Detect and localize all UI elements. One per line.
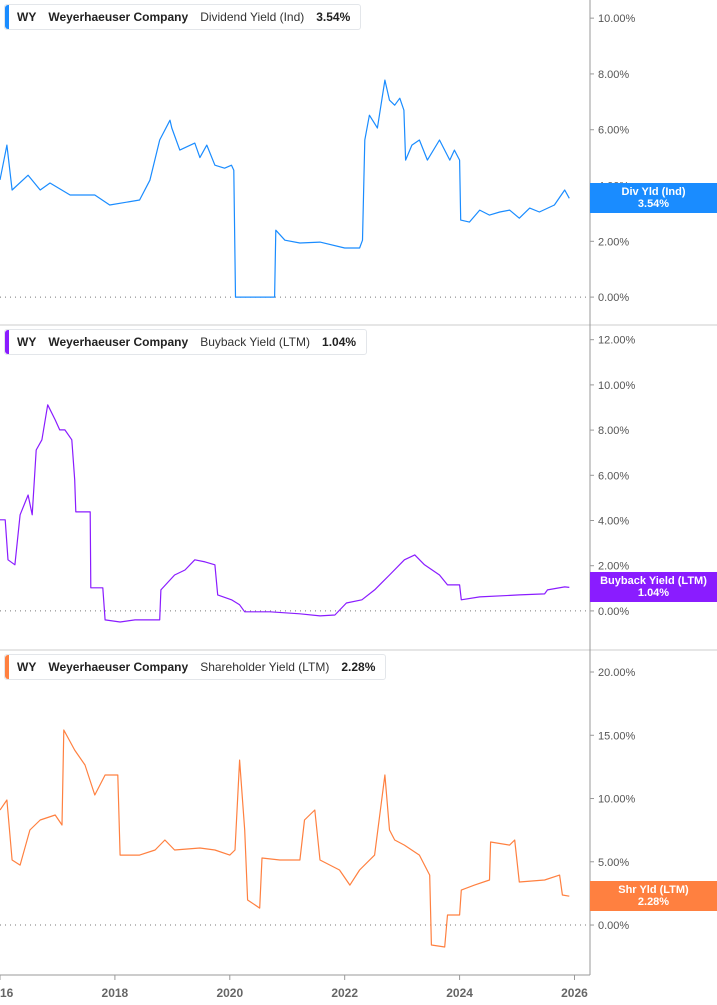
x-tick-label: 2018 <box>102 986 129 1000</box>
y-tick-label: 6.00% <box>598 470 629 482</box>
legend-color-bar <box>5 655 9 679</box>
legend-metric: Buyback Yield (LTM) <box>200 335 311 349</box>
badge-label: Buyback Yield (LTM) <box>600 575 707 588</box>
y-tick-label: 10.00% <box>598 794 636 806</box>
y-tick-label: 6.00% <box>598 125 629 137</box>
y-tick-label: 0.00% <box>598 606 629 618</box>
y-tick-label: 20.00% <box>598 667 636 679</box>
y-tick-label: 12.00% <box>598 335 636 347</box>
legend-ticker: WY <box>17 335 37 349</box>
shareholder-yield-legend[interactable]: WY Weyerhaeuser Company Shareholder Yield … <box>4 654 387 680</box>
legend-metric: Dividend Yield (Ind) <box>200 10 305 24</box>
badge-label: Div Yld (Ind) <box>621 186 686 199</box>
legend-company: Weyerhaeuser Company <box>48 10 189 24</box>
legend-color-bar <box>5 5 9 29</box>
shareholder-yield-value-badge: Shr Yld (LTM) 2.28% <box>590 881 717 912</box>
y-tick-label: 0.00% <box>598 292 629 304</box>
y-tick-label: 4.00% <box>598 515 629 527</box>
x-tick-label: 2022 <box>331 986 358 1000</box>
badge-label: Shr Yld (LTM) <box>618 884 689 897</box>
x-tick-label: 2026 <box>561 986 588 1000</box>
legend-ticker: WY <box>17 660 37 674</box>
y-tick-label: 8.00% <box>598 425 629 437</box>
badge-value: 2.28% <box>637 896 670 909</box>
buyback-yield-value-badge: Buyback Yield (LTM) 1.04% <box>590 572 717 603</box>
legend-value: 1.04% <box>322 335 357 349</box>
buyback-yield-series-line <box>0 404 570 623</box>
dividend-yield-series-line <box>0 79 570 298</box>
legend-ticker: WY <box>17 10 37 24</box>
dividend-yield-value-badge: Div Yld (Ind) 3.54% <box>590 183 717 214</box>
legend-value: 3.54% <box>316 10 351 24</box>
legend-metric: Shareholder Yield (LTM) <box>200 660 330 674</box>
y-tick-label: 10.00% <box>598 380 636 392</box>
y-tick-label: 2.00% <box>598 236 629 248</box>
shareholder-yield-series-line <box>0 729 570 948</box>
x-tick-label: 2024 <box>446 986 473 1000</box>
y-tick-label: 10.00% <box>598 13 636 25</box>
y-tick-label: 5.00% <box>598 857 629 869</box>
legend-company: Weyerhaeuser Company <box>48 335 189 349</box>
y-tick-label: 8.00% <box>598 69 629 81</box>
x-tick-label: 2016 <box>0 986 14 1000</box>
badge-value: 3.54% <box>637 198 670 211</box>
legend-company: Weyerhaeuser Company <box>48 660 189 674</box>
legend-color-bar <box>5 330 9 354</box>
dividend-yield-legend[interactable]: WY Weyerhaeuser Company Dividend Yield (In… <box>4 4 362 30</box>
y-tick-label: 15.00% <box>598 730 636 742</box>
y-tick-label: 2.00% <box>598 561 629 573</box>
y-tick-label: 0.00% <box>598 920 629 932</box>
x-tick-label: 2020 <box>216 986 243 1000</box>
legend-value: 2.28% <box>341 660 376 674</box>
buyback-yield-legend[interactable]: WY Weyerhaeuser Company Buyback Yield (LTM… <box>4 329 368 355</box>
badge-value: 1.04% <box>637 587 670 600</box>
